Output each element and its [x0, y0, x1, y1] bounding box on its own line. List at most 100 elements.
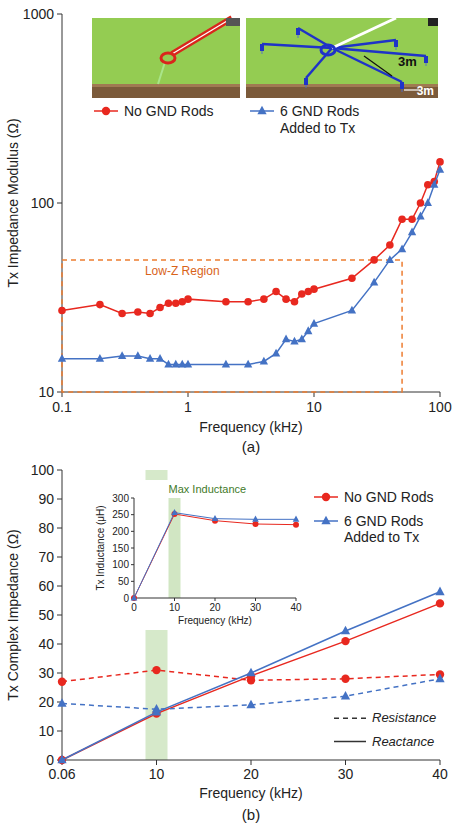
- legend-label: 6 GND RodsAdded to Tx: [344, 513, 423, 545]
- ground-rod: [400, 82, 404, 89]
- marker: [152, 666, 160, 674]
- marker: [341, 691, 350, 700]
- ground-rod-shadow: [401, 82, 403, 92]
- marker: [222, 298, 230, 306]
- text-line: 6 GND Rods: [280, 103, 359, 119]
- y-tick: [57, 644, 62, 645]
- marker: [416, 212, 424, 220]
- x-tick-label: 10: [169, 602, 181, 613]
- x-tick-label: 1: [184, 399, 192, 415]
- marker: [96, 301, 104, 309]
- marker: [321, 516, 330, 525]
- marker: [435, 674, 444, 683]
- marker: [57, 698, 66, 707]
- marker: [57, 755, 66, 764]
- y-tick-label: 70: [38, 549, 54, 565]
- y-tick-label: 90: [38, 491, 54, 507]
- x-tick-label: 20: [243, 766, 259, 782]
- x-tick-label: 100: [428, 399, 452, 415]
- inset-data: [131, 509, 300, 601]
- marker: [222, 360, 230, 368]
- y-tick-label: 10: [38, 384, 54, 400]
- marker: [118, 351, 126, 359]
- x-axis-title: Frequency (kHz): [199, 785, 302, 801]
- legend-b: No GND Rods6 GND RodsAdded to TxResistan…: [314, 489, 436, 749]
- x-axis-title: Frequency (kHz): [199, 419, 302, 435]
- series-line: [62, 170, 440, 365]
- text-line: Added to Tx: [280, 120, 355, 136]
- y-tick: [131, 514, 134, 515]
- marker: [386, 241, 394, 249]
- marker: [146, 310, 154, 318]
- device: [428, 18, 438, 26]
- marker: [172, 299, 180, 307]
- panel-a: 1010010000.1110100Frequency (kHz)Tx Impe…: [5, 6, 452, 455]
- plot-a-data: [58, 158, 444, 367]
- y-tick-label: 150: [112, 543, 129, 554]
- soil-layer: [92, 84, 240, 98]
- marker: [436, 165, 444, 173]
- marker: [118, 310, 126, 318]
- marker: [152, 707, 161, 716]
- marker: [408, 228, 416, 236]
- x-tick-label: 30: [338, 766, 354, 782]
- y-tick-label: 60: [38, 578, 54, 594]
- x-tick-label: 40: [432, 766, 448, 782]
- marker: [131, 595, 137, 601]
- y-tick: [57, 470, 62, 471]
- marker: [370, 278, 378, 286]
- ground-rod: [260, 44, 264, 51]
- marker: [398, 215, 406, 223]
- y-axis-title: Tx Inductance (μH): [95, 505, 106, 590]
- feed-core: [172, 18, 232, 54]
- marker: [322, 493, 330, 501]
- x-tick: [255, 598, 256, 601]
- legend-a: No GND Rods 6 GND RodsAdded to Tx: [94, 103, 359, 136]
- marker: [282, 335, 290, 343]
- x-tick-label: 20: [209, 602, 221, 613]
- marker: [146, 354, 154, 362]
- y-tick-label: 30: [38, 665, 54, 681]
- legend-line-style: [334, 718, 366, 720]
- marker: [156, 304, 164, 312]
- marker: [293, 516, 300, 522]
- ground-surface: [92, 18, 240, 98]
- text-line: No GND Rods: [124, 103, 213, 119]
- x-tick: [251, 760, 252, 765]
- marker: [171, 509, 178, 515]
- series-line: [62, 679, 440, 709]
- marker: [253, 521, 259, 527]
- marker: [244, 298, 252, 306]
- marker: [424, 198, 432, 206]
- marker: [398, 244, 406, 252]
- y-tick-label: 40: [38, 636, 54, 652]
- marker: [436, 158, 444, 166]
- y-tick: [57, 731, 62, 732]
- marker: [257, 106, 266, 115]
- x-tick: [440, 392, 441, 397]
- marker: [298, 335, 306, 343]
- marker: [260, 357, 268, 365]
- legend-label: No GND Rods: [124, 103, 213, 119]
- y-tick-label: 100: [31, 462, 55, 478]
- y-tick-label: 100: [31, 195, 55, 211]
- x-tick-label: 0.06: [48, 766, 75, 782]
- inset-background: [86, 480, 306, 630]
- y-tick-label: 250: [112, 509, 129, 520]
- ground-rod-shadow: [425, 56, 427, 66]
- x-tick: [174, 598, 175, 601]
- marker: [435, 587, 444, 596]
- y-axis-title: Tx Impedance Modulus (Ω): [5, 118, 21, 287]
- marker: [260, 295, 268, 303]
- y-tick-label: 50: [38, 607, 54, 623]
- y-tick-label: 100: [112, 559, 129, 570]
- x-tick: [440, 760, 441, 765]
- series-line: [134, 513, 296, 598]
- marker: [304, 326, 312, 334]
- ground-rod-shadow: [305, 78, 307, 88]
- feed-rod: [172, 18, 232, 54]
- marker: [272, 349, 280, 357]
- marker: [131, 594, 138, 600]
- marker: [430, 180, 438, 188]
- y-tick: [57, 528, 62, 529]
